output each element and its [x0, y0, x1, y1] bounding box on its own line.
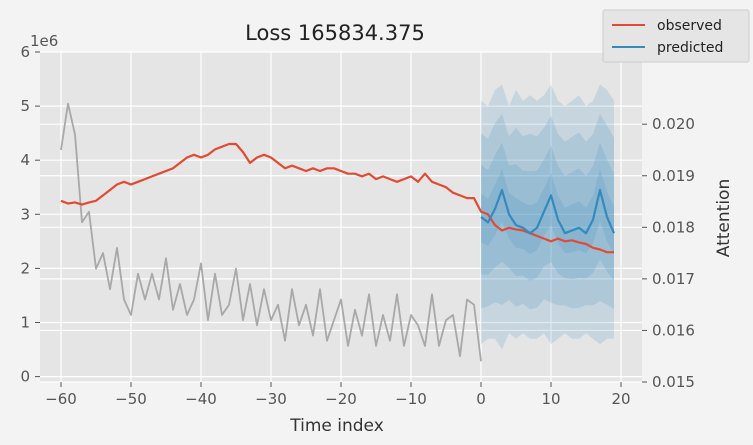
right-y-tick-label: 0.020 [652, 115, 695, 133]
x-tick-label: −50 [115, 390, 147, 408]
prediction-band [481, 168, 614, 255]
right-axis-label: Attention [714, 179, 734, 257]
left-y-tick-label: 5 [20, 97, 30, 115]
attention-line [60, 102, 482, 362]
left-y-tick-label: 6 [20, 43, 30, 61]
left-y-tick-label: 2 [20, 259, 30, 277]
left-axis-offset-label: 1e6 [30, 32, 58, 50]
prediction-band [481, 114, 614, 310]
x-tick-label: −40 [185, 390, 217, 408]
legend: observed predicted [602, 9, 750, 63]
legend-box [602, 9, 750, 63]
x-tick-label: −20 [325, 390, 357, 408]
left-y-tick-label: 0 [20, 368, 30, 386]
left-y-tick-label: 4 [20, 151, 30, 169]
x-tick-label: 20 [611, 390, 630, 408]
predicted-line [480, 188, 616, 235]
right-y-tick-label: 0.019 [652, 167, 695, 185]
right-y-tick-label: 0.016 [652, 321, 695, 339]
prediction-band [481, 142, 614, 281]
x-axis-label: Time index [289, 416, 384, 436]
x-tick-label: 0 [476, 390, 486, 408]
x-tick-label: −10 [395, 390, 427, 408]
x-tick-label: −30 [255, 390, 287, 408]
right-y-tick-label: 0.017 [652, 270, 695, 288]
x-tick-label: 10 [541, 390, 560, 408]
legend-label-predicted: predicted [657, 40, 723, 56]
series-lines [60, 102, 616, 362]
observed-line [60, 142, 614, 254]
left-y-tick-label: 3 [20, 205, 30, 223]
chart-title: Loss 165834.375 [245, 21, 425, 45]
legend-label-observed: observed [657, 18, 722, 34]
prediction-bands [481, 84, 614, 350]
prediction-band [481, 84, 614, 350]
right-y-tick-label: 0.015 [652, 373, 695, 391]
axes: −60 −50 −40 −30 −20 −10 0 10 20 0 1 2 3 4 5 6 0.015 0.016… [20, 43, 695, 408]
right-y-tick-label: 0.018 [652, 218, 695, 236]
left-y-tick-label: 1 [20, 313, 30, 331]
x-tick-label: −60 [45, 390, 77, 408]
